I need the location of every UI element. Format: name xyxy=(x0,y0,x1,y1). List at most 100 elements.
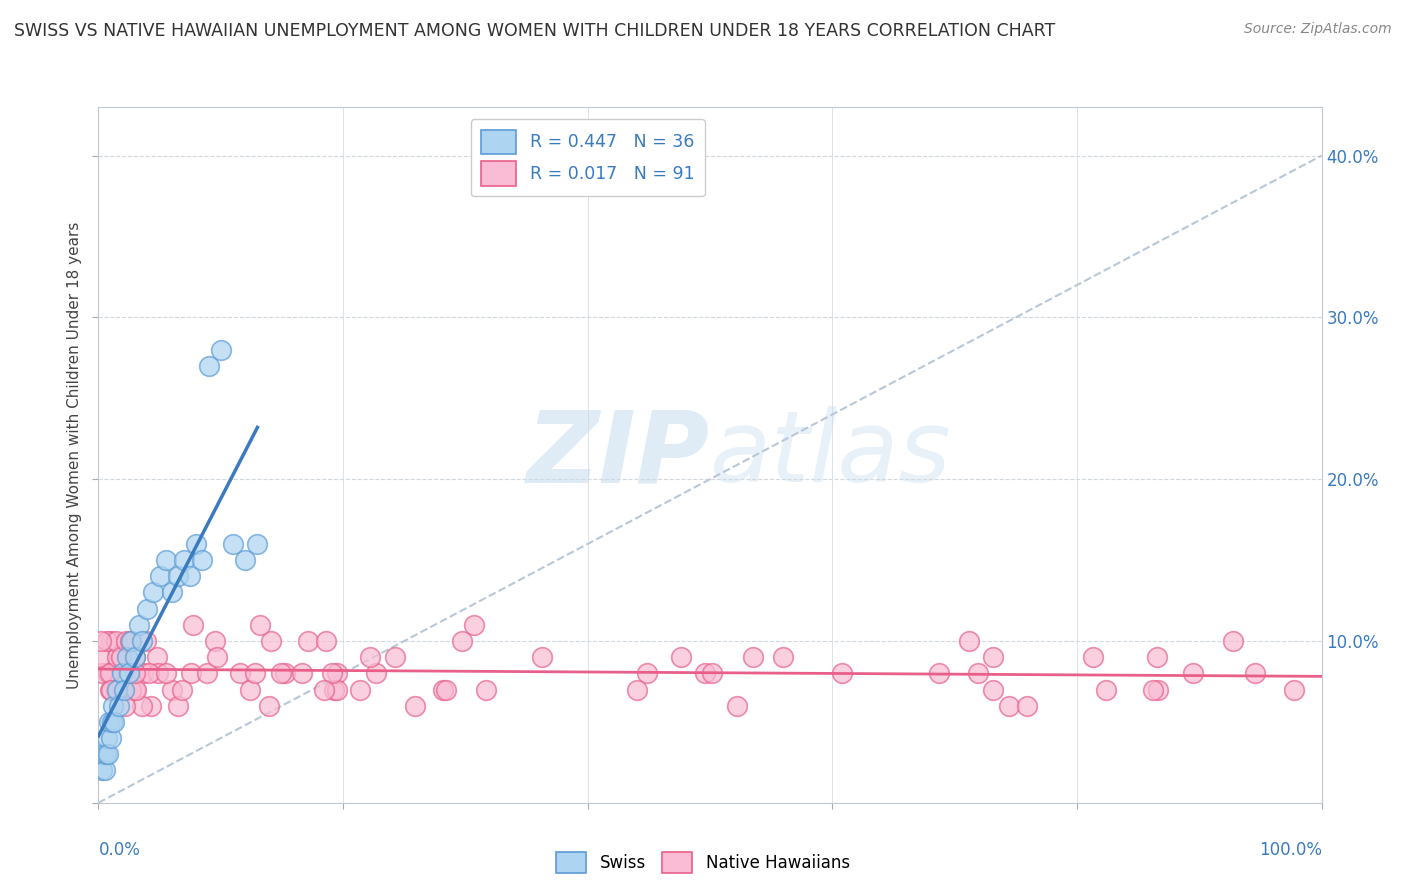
Point xyxy=(93,764,115,778)
Point xyxy=(725,698,748,713)
Point xyxy=(312,682,335,697)
Point xyxy=(103,714,125,729)
Point xyxy=(105,682,128,697)
Point xyxy=(359,650,381,665)
Point xyxy=(105,634,128,648)
Point xyxy=(1244,666,1267,681)
Point xyxy=(118,666,141,681)
Point xyxy=(90,634,112,648)
Point xyxy=(100,731,122,745)
Point xyxy=(111,666,134,681)
Point xyxy=(96,634,118,648)
Point xyxy=(451,634,474,648)
Point xyxy=(124,666,146,681)
Text: SWISS VS NATIVE HAWAIIAN UNEMPLOYMENT AMONG WOMEN WITH CHILDREN UNDER 18 YEARS C: SWISS VS NATIVE HAWAIIAN UNEMPLOYMENT AM… xyxy=(14,22,1056,40)
Point xyxy=(94,747,117,762)
Point xyxy=(128,617,150,632)
Point xyxy=(98,666,121,681)
Point xyxy=(772,650,794,665)
Text: Source: ZipAtlas.com: Source: ZipAtlas.com xyxy=(1244,22,1392,37)
Point xyxy=(124,650,146,665)
Point xyxy=(384,650,406,665)
Point xyxy=(160,585,183,599)
Point xyxy=(321,666,343,681)
Point xyxy=(96,731,118,745)
Point xyxy=(259,698,281,713)
Point xyxy=(100,634,122,648)
Point xyxy=(297,634,319,648)
Point xyxy=(191,553,214,567)
Point xyxy=(249,617,271,632)
Point xyxy=(131,634,153,648)
Point xyxy=(197,359,219,373)
Point xyxy=(170,682,193,697)
Point xyxy=(186,537,208,551)
Point xyxy=(1181,666,1204,681)
Point xyxy=(100,682,122,697)
Point xyxy=(160,682,183,697)
Point xyxy=(132,666,155,681)
Point xyxy=(326,666,349,681)
Point xyxy=(983,650,1005,665)
Point xyxy=(101,698,124,713)
Point xyxy=(149,569,172,583)
Point xyxy=(183,617,205,632)
Point xyxy=(222,537,245,551)
Point xyxy=(97,666,120,681)
Point xyxy=(626,682,648,697)
Point xyxy=(141,698,163,713)
Point xyxy=(110,650,132,665)
Point xyxy=(928,666,950,681)
Point xyxy=(135,634,157,648)
Point xyxy=(91,764,114,778)
Point xyxy=(155,553,177,567)
Point xyxy=(229,666,252,681)
Point xyxy=(463,617,485,632)
Point xyxy=(270,666,292,681)
Point xyxy=(966,666,988,681)
Point xyxy=(89,650,111,665)
Point xyxy=(246,537,269,551)
Point xyxy=(957,634,980,648)
Point xyxy=(97,747,120,762)
Text: ZIP: ZIP xyxy=(527,407,710,503)
Text: 0.0%: 0.0% xyxy=(98,841,141,859)
Point xyxy=(695,666,717,681)
Point xyxy=(1282,682,1305,697)
Point xyxy=(432,682,454,697)
Legend: R = 0.447   N = 36, R = 0.017   N = 91: R = 0.447 N = 36, R = 0.017 N = 91 xyxy=(471,120,704,196)
Point xyxy=(105,682,128,697)
Point xyxy=(981,682,1004,697)
Point xyxy=(97,666,120,681)
Point xyxy=(671,650,693,665)
Point xyxy=(166,698,188,713)
Point xyxy=(531,650,554,665)
Point xyxy=(831,666,853,681)
Point xyxy=(120,682,142,697)
Point xyxy=(108,698,131,713)
Point xyxy=(195,666,218,681)
Point xyxy=(115,650,138,665)
Point xyxy=(1222,634,1244,648)
Point xyxy=(364,666,387,681)
Point xyxy=(124,682,146,697)
Point xyxy=(98,682,121,697)
Point xyxy=(204,634,226,648)
Point xyxy=(1095,682,1118,697)
Point xyxy=(260,634,283,648)
Point xyxy=(474,682,496,697)
Point xyxy=(233,553,256,567)
Point xyxy=(180,666,202,681)
Point xyxy=(105,650,128,665)
Point xyxy=(1081,650,1104,665)
Point xyxy=(998,698,1021,713)
Point xyxy=(1147,682,1170,697)
Point xyxy=(434,682,457,697)
Point xyxy=(326,682,349,697)
Point xyxy=(1142,682,1164,697)
Point xyxy=(155,666,177,681)
Point xyxy=(322,682,344,697)
Point xyxy=(115,634,138,648)
Point xyxy=(239,682,262,697)
Point xyxy=(700,666,723,681)
